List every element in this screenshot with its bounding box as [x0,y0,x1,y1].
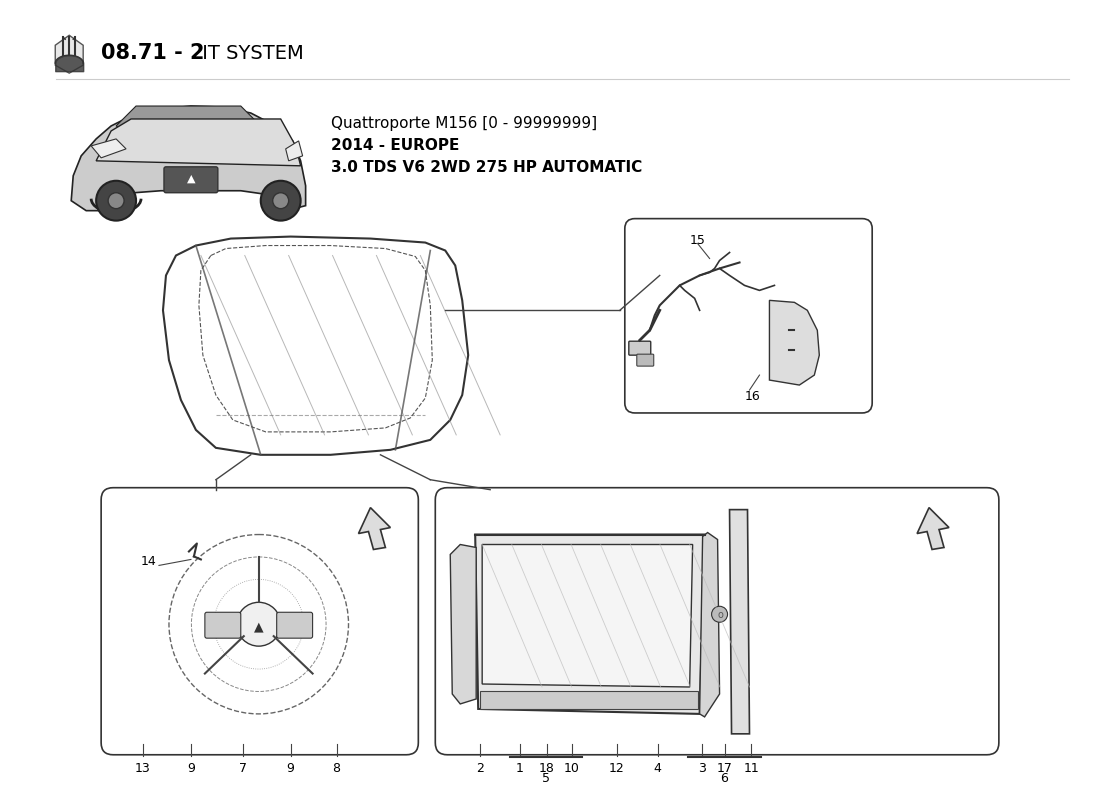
Text: 4: 4 [653,762,662,774]
Polygon shape [91,139,127,158]
Polygon shape [72,106,306,210]
FancyBboxPatch shape [277,612,312,638]
Polygon shape [769,300,820,385]
FancyBboxPatch shape [205,612,241,638]
Text: 9: 9 [187,762,195,774]
Polygon shape [96,119,300,166]
Text: 3: 3 [697,762,705,774]
Polygon shape [475,534,705,714]
Text: 17: 17 [716,762,733,774]
Circle shape [273,193,288,209]
Polygon shape [117,106,266,136]
Text: 08.71 - 2: 08.71 - 2 [101,43,205,63]
Circle shape [261,181,300,221]
Text: 2: 2 [476,762,484,774]
FancyBboxPatch shape [637,354,653,366]
Polygon shape [450,545,476,704]
Circle shape [96,181,136,221]
Text: 10: 10 [564,762,580,774]
Text: 2014 - EUROPE: 2014 - EUROPE [331,138,459,153]
Text: 3.0 TDS V6 2WD 275 HP AUTOMATIC: 3.0 TDS V6 2WD 275 HP AUTOMATIC [331,160,641,175]
Text: 14: 14 [140,555,156,568]
Text: 12: 12 [609,762,625,774]
Text: o: o [717,610,724,620]
Text: 9: 9 [287,762,295,774]
Polygon shape [700,533,719,717]
Text: 8: 8 [332,762,341,774]
FancyBboxPatch shape [481,691,697,709]
Circle shape [712,606,727,622]
Circle shape [236,602,280,646]
Text: 1: 1 [516,762,524,774]
Polygon shape [917,508,949,550]
Polygon shape [729,510,749,734]
Text: 16: 16 [745,390,760,403]
FancyBboxPatch shape [629,342,651,355]
Polygon shape [55,35,84,73]
Text: 6: 6 [720,772,728,785]
Polygon shape [482,545,693,687]
FancyBboxPatch shape [164,167,218,193]
Text: Quattroporte M156 [0 - 99999999]: Quattroporte M156 [0 - 99999999] [331,116,596,131]
Text: IT SYSTEM: IT SYSTEM [196,44,304,62]
Polygon shape [286,141,302,161]
Text: 5: 5 [542,772,550,785]
Text: 13: 13 [135,762,151,774]
Text: ▲: ▲ [187,174,195,184]
Text: 11: 11 [744,762,759,774]
Text: 7: 7 [239,762,246,774]
Text: 18: 18 [539,762,554,774]
Circle shape [108,193,124,209]
Polygon shape [359,508,390,550]
Text: ▲: ▲ [254,621,264,634]
Text: 15: 15 [690,234,705,246]
